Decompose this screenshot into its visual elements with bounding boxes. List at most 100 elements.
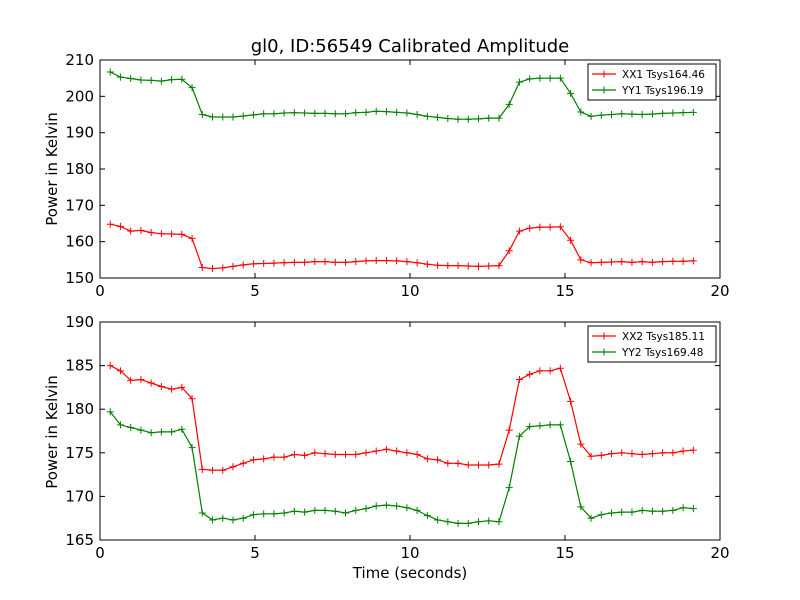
bottom-series-0-marker (178, 383, 186, 391)
bottom-series-0-marker (669, 449, 677, 457)
bottom-series-0-marker (168, 385, 176, 393)
top-series-1-marker (413, 111, 421, 118)
top-series-0-marker (352, 258, 360, 266)
bottom-series-0-marker (403, 449, 411, 457)
top-series-1-marker (689, 108, 697, 116)
top-series-0-marker (505, 247, 513, 255)
bottom-series-1-marker (301, 508, 309, 516)
bottom-series-1-marker (495, 518, 503, 526)
top-series-line-1 (109, 71, 694, 120)
top-x-tick-label: 15 (555, 282, 574, 300)
top-series-1-marker (301, 109, 309, 117)
bottom-series-1-marker (331, 507, 339, 515)
bottom-series-0-marker (567, 397, 575, 405)
bottom-series-0-marker (485, 461, 493, 469)
bottom-series-1-marker (546, 421, 554, 429)
top-series-1-marker (403, 109, 411, 117)
bottom-series-1-marker (403, 504, 411, 512)
bottom-series-0-marker (597, 451, 605, 459)
top-series-1-marker (526, 75, 534, 83)
top-series-0-marker (209, 265, 217, 273)
bottom-series-1-marker (382, 501, 390, 509)
top-series-0-marker (393, 257, 401, 265)
top-series-1-marker (178, 75, 186, 83)
top-series-0-marker (464, 262, 472, 270)
bottom-series-1-marker (270, 510, 278, 518)
top-series-1-marker (536, 74, 544, 82)
top-legend-label: XX1 Tsys164.46 (622, 69, 705, 81)
top-x-tick-label: 20 (710, 282, 729, 300)
bottom-series-0-marker (209, 466, 217, 474)
bottom-series-0-marker (280, 453, 288, 461)
bottom-y-tick-label: 185 (65, 357, 94, 375)
bottom-series-0-marker (219, 466, 227, 474)
top-series-1-marker (546, 74, 554, 82)
bottom-series-0-marker (260, 455, 268, 463)
top-series-1-marker (290, 109, 298, 117)
bottom-series-1-marker (137, 426, 145, 434)
bottom-series-1-marker (372, 502, 380, 510)
top-series-0-marker (382, 257, 390, 265)
top-y-tick-label: 210 (65, 51, 94, 69)
bottom-y-tick-label: 165 (65, 531, 94, 549)
top-series-0-marker (127, 227, 135, 235)
bottom-series-0-marker (127, 376, 135, 384)
top-series-0-marker (556, 223, 564, 231)
bottom-series-0-marker (434, 456, 442, 464)
top-series-1-marker (587, 112, 595, 120)
bottom-series-1-marker (116, 421, 124, 429)
bottom-series-1-marker (648, 507, 656, 515)
bottom-series-0-marker (372, 447, 380, 455)
top-series-1-marker (280, 109, 288, 117)
top-y-tick-label: 150 (65, 269, 94, 287)
top-series-0-marker (618, 258, 626, 266)
bottom-series-1-marker (485, 517, 493, 525)
top-series-0-marker (659, 258, 667, 266)
top-series-1-marker (659, 109, 667, 117)
top-series-0-marker (669, 257, 677, 265)
top-series-0-marker (331, 258, 339, 266)
top-x-tick-label: 0 (95, 282, 105, 300)
bottom-series-1-marker (475, 518, 483, 526)
top-y-tick-label: 190 (65, 124, 94, 142)
bottom-plot-panel: 0 5 10 15 20 165 170 175 180 185 190 XX2 Tsys185.11… (65, 313, 729, 562)
bottom-series-0-marker (454, 459, 462, 467)
top-series-1-marker (260, 110, 268, 118)
top-series-1-marker (393, 108, 401, 116)
bottom-x-tick-label: 15 (555, 544, 574, 562)
bottom-series-0-marker (475, 461, 483, 469)
top-series-0-marker (270, 259, 278, 267)
bottom-series-0-marker (638, 451, 646, 459)
top-series-1-marker (608, 111, 615, 118)
top-y-tick-label: 200 (65, 87, 94, 105)
top-series-1-marker (168, 76, 176, 84)
top-series-0-marker (413, 259, 421, 267)
top-legend-box (587, 63, 717, 101)
bottom-series-1-marker (157, 428, 165, 436)
top-series-1-marker (454, 115, 462, 123)
top-series-1-marker (219, 113, 227, 121)
bottom-series-0-marker (157, 383, 165, 391)
top-series-1-marker (372, 107, 380, 115)
top-y-tick-label: 170 (65, 196, 94, 214)
bottom-series-1-marker (618, 508, 626, 516)
bottom-series-0-marker (587, 452, 595, 460)
chart-title: gl0, ID:56549 Calibrated Amplitude (251, 36, 570, 57)
top-series-0-marker (434, 261, 442, 269)
bottom-x-tick-label: 0 (95, 544, 105, 562)
top-series-1-marker (311, 109, 319, 117)
top-series-1-marker (116, 73, 124, 81)
bottom-series-0-marker (352, 451, 360, 459)
top-series-0-marker (178, 230, 186, 238)
bottom-series-1-marker (577, 503, 585, 511)
top-series-0-marker (147, 229, 155, 237)
bottom-series-1-marker (178, 425, 186, 433)
top-series-0-marker (648, 258, 656, 266)
bottom-series-0-marker (423, 455, 431, 463)
bottom-x-tick-label: 20 (710, 544, 729, 562)
top-series-0-marker (475, 262, 483, 270)
bottom-series-0-marker (515, 376, 523, 384)
bottom-series-1-marker (249, 511, 257, 519)
bottom-legend-label: XX2 Tsys185.11 (622, 331, 705, 343)
